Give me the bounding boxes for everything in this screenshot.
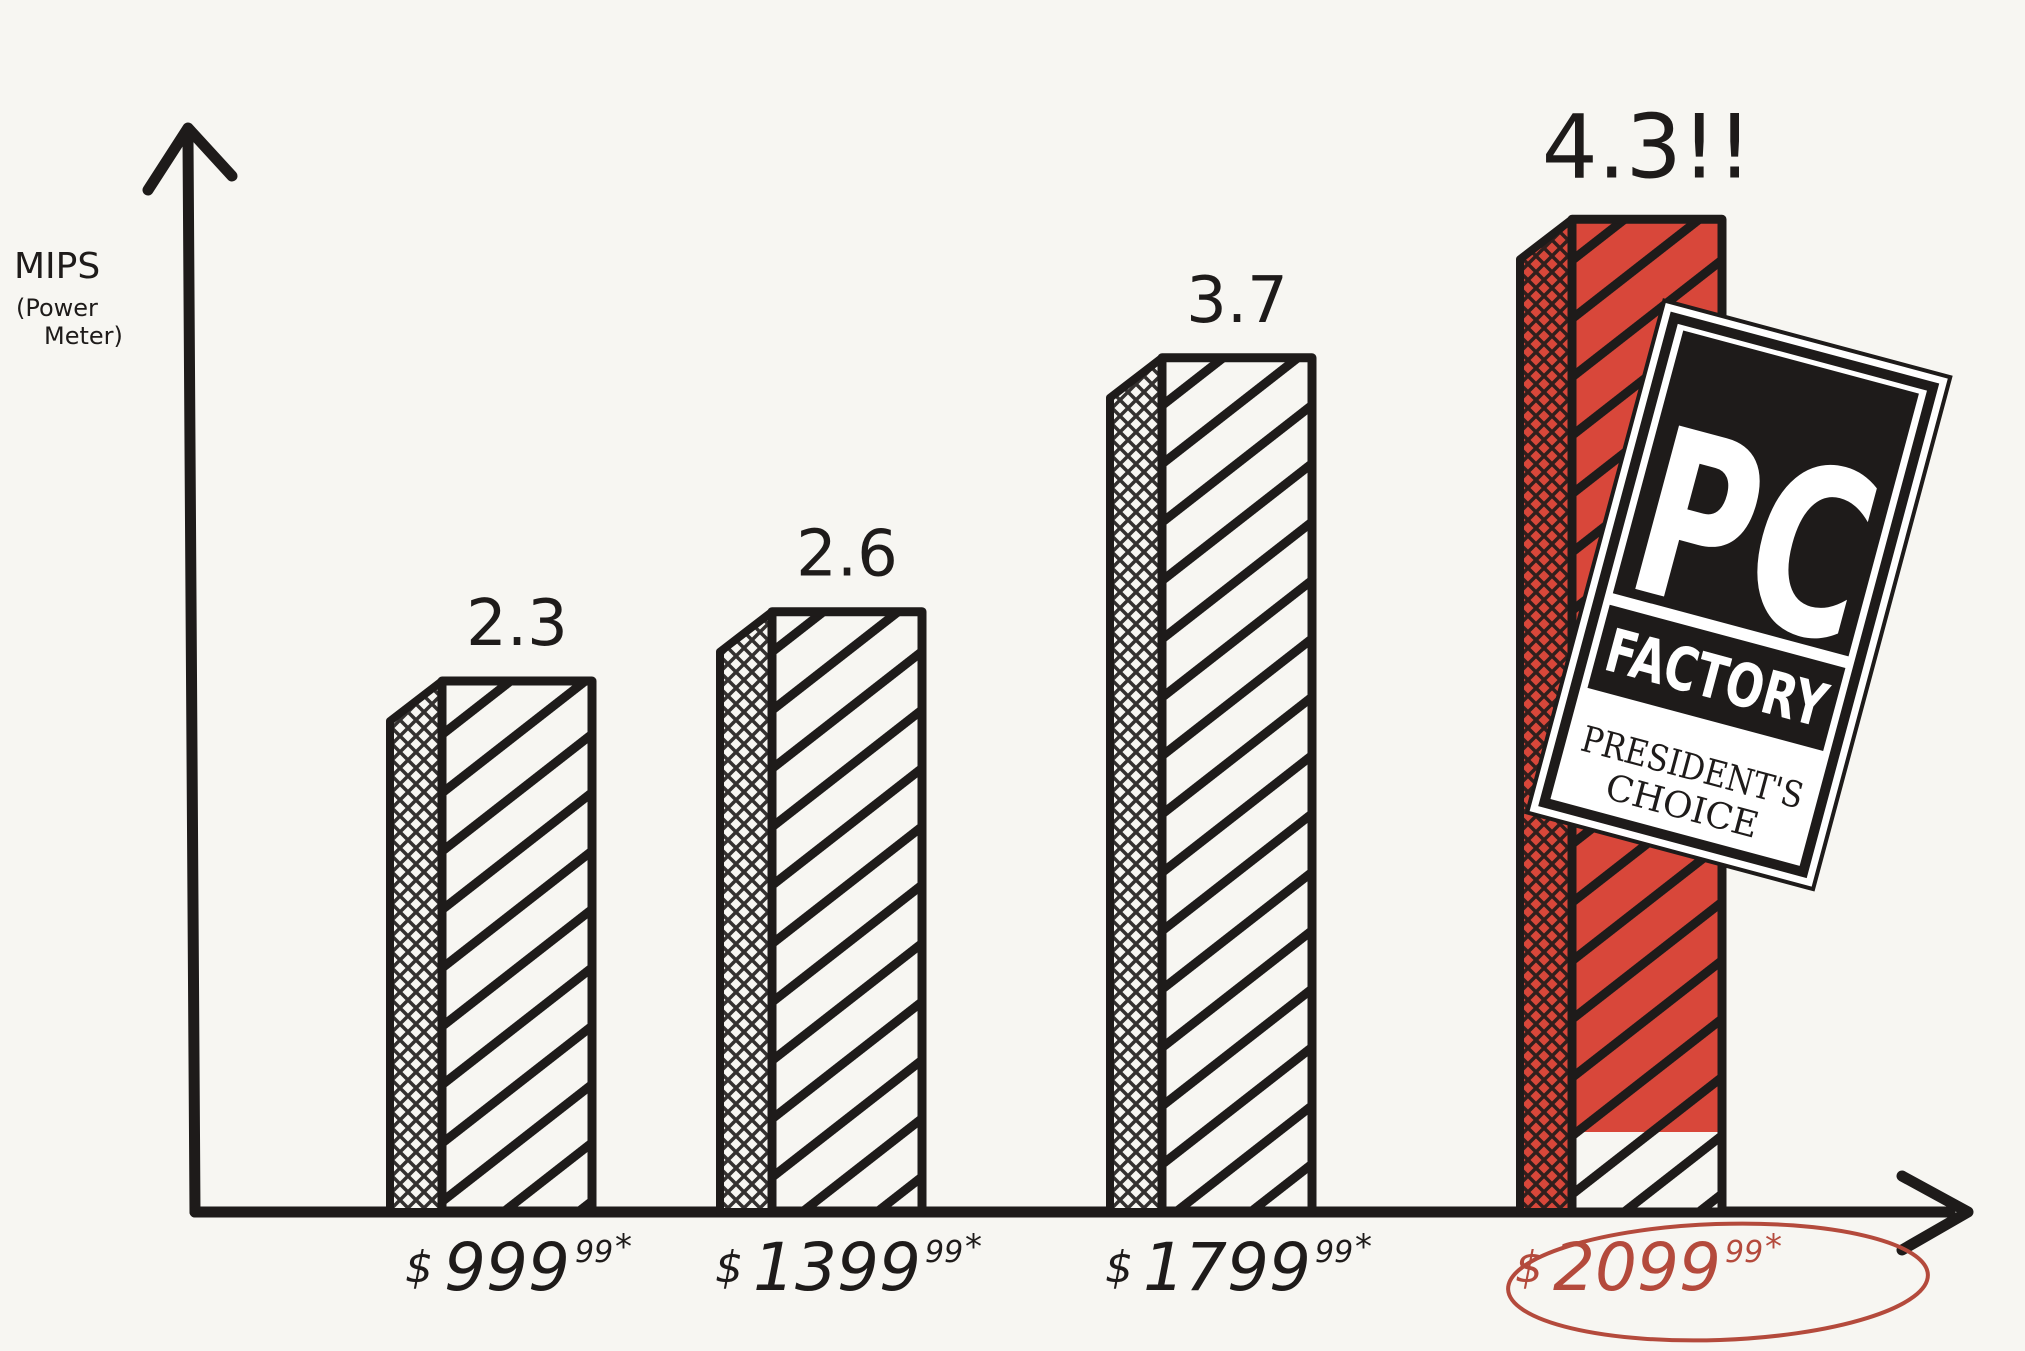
x-tick-label-star-1: * (615, 1227, 632, 1267)
value-label-1: 2.3 (466, 587, 568, 661)
x-tick-label-2: 1399$ 99 * (715, 1227, 982, 1306)
x-tick-label-main-3: 1799 (1143, 1229, 1311, 1306)
x-tick-label-3: 1799$ 99 * (1105, 1227, 1372, 1306)
value-label-4: 4.3!! (1542, 95, 1753, 198)
x-tick-labels-group: 999$ 99 * 1399$ 99 * 1799$ 99 * 2099$ 99 * (405, 1227, 1782, 1306)
bar-2 (716, 607, 927, 1217)
y-axis-label: MIPS (14, 246, 100, 287)
bar-front-2 (767, 607, 927, 1217)
value-labels-group: 2.3 2.6 3.7 4.3!! (466, 95, 1752, 661)
value-label-3: 3.7 (1186, 264, 1288, 338)
y-axis-sublabel-1: (Power (16, 294, 98, 322)
pc-factory-badge: PC FACTORY PRESIDENT'S CHOICE (1524, 298, 1953, 892)
value-label-2: 2.6 (796, 518, 898, 592)
x-tick-label-cents-3: 99 (1315, 1235, 1353, 1270)
y-axis (142, 122, 238, 1218)
y-axis-sublabel-2: Meter) (44, 322, 123, 350)
bar-front-3 (1157, 353, 1317, 1217)
x-tick-label-cents-4: 99 (1725, 1235, 1763, 1270)
bars-group (386, 214, 1727, 1217)
x-tick-label-4: 2099$ 99 * (1515, 1227, 1782, 1306)
x-tick-label-cents-2: 99 (925, 1235, 963, 1270)
bar-1 (386, 676, 597, 1217)
x-tick-label-dollar-3: $ (1105, 1242, 1133, 1293)
bar-front-1 (437, 676, 597, 1217)
x-tick-label-dollar-2: $ (715, 1242, 743, 1293)
x-tick-label-star-4: * (1765, 1227, 1782, 1267)
x-tick-label-main-2: 1399 (753, 1229, 921, 1306)
x-tick-label-cents-1: 99 (575, 1235, 613, 1270)
bar-3 (1106, 353, 1317, 1217)
x-tick-label-main-4: 2099 (1553, 1229, 1721, 1306)
x-tick-label-dollar-1: $ (405, 1242, 433, 1293)
x-tick-label-1: 999$ 99 * (405, 1227, 632, 1306)
x-tick-label-star-2: * (965, 1227, 982, 1267)
x-tick-label-main-1: 999 (444, 1229, 570, 1306)
highlight-price-circle (1506, 1221, 1930, 1343)
x-tick-label-star-3: * (1355, 1227, 1372, 1267)
